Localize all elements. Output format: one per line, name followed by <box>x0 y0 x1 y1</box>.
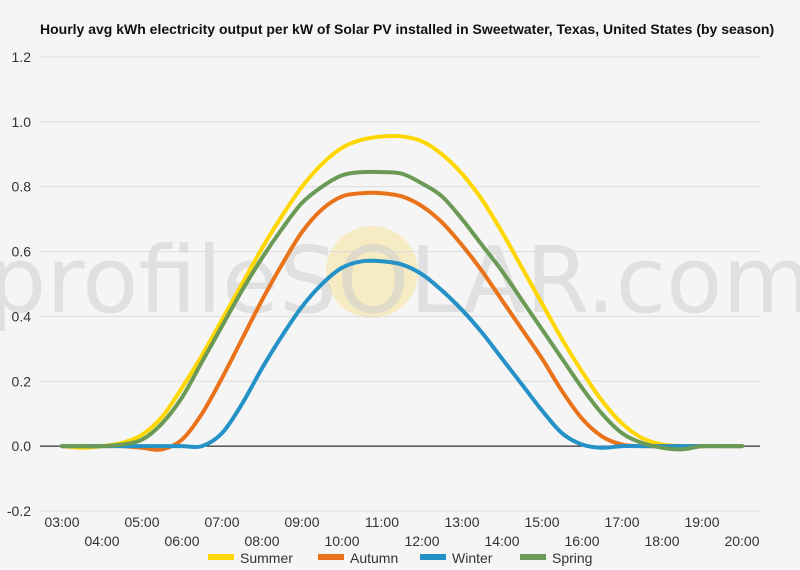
y-tick-label: 1.0 <box>12 114 32 130</box>
x-tick-label: 18:00 <box>644 533 679 549</box>
watermark: profileSOLAR.com <box>0 226 800 334</box>
y-axis-ticks: -0.2 0.0 0.2 0.4 0.6 0.8 1.0 1.2 <box>7 49 31 519</box>
y-tick-label: 0.4 <box>12 308 32 324</box>
legend-swatch-autumn <box>318 554 344 560</box>
x-tick-label: 20:00 <box>724 533 759 549</box>
x-tick-label: 08:00 <box>244 533 279 549</box>
chart-title: Hourly avg kWh electricity output per kW… <box>40 21 774 37</box>
x-tick-label: 05:00 <box>124 514 159 530</box>
legend-label-autumn: Autumn <box>350 550 398 566</box>
x-tick-label: 10:00 <box>324 533 359 549</box>
legend-label-summer: Summer <box>240 550 293 566</box>
legend-label-winter: Winter <box>452 550 493 566</box>
y-tick-label: 0.0 <box>12 438 32 454</box>
y-tick-label: 0.6 <box>12 244 32 260</box>
x-tick-label: 07:00 <box>204 514 239 530</box>
series-line-summer <box>60 133 744 450</box>
series-line-spring <box>60 169 744 452</box>
y-tick-label: -0.2 <box>7 503 31 519</box>
legend: Summer Autumn Winter Spring <box>208 550 592 566</box>
y-tick-label: 1.2 <box>12 49 32 65</box>
series-line-winter <box>60 258 744 450</box>
watermark-sun-icon <box>326 226 418 318</box>
y-tick-label: 0.2 <box>12 373 32 389</box>
x-tick-label: 04:00 <box>84 533 119 549</box>
x-tick-label: 14:00 <box>484 533 519 549</box>
x-tick-label: 19:00 <box>684 514 719 530</box>
x-tick-label: 11:00 <box>365 514 399 530</box>
y-tick-label: 0.8 <box>12 179 32 195</box>
legend-swatch-summer <box>208 554 234 560</box>
legend-swatch-winter <box>420 554 446 560</box>
grid <box>40 56 760 512</box>
x-tick-label: 16:00 <box>564 533 599 549</box>
x-tick-label: 09:00 <box>284 514 319 530</box>
x-tick-label: 06:00 <box>164 533 199 549</box>
x-tick-label: 03:00 <box>44 514 79 530</box>
legend-swatch-spring <box>520 554 546 560</box>
x-axis-ticks: 03:00 04:00 05:00 06:00 07:00 08:00 09:00 10:00… <box>44 514 759 549</box>
watermark-text: profileSOLAR.com <box>0 227 800 334</box>
series-lines <box>60 133 744 452</box>
x-tick-label: 12:00 <box>404 533 439 549</box>
legend-label-spring: Spring <box>552 550 592 566</box>
x-tick-label: 13:00 <box>444 514 479 530</box>
x-tick-label: 17:00 <box>604 514 639 530</box>
x-tick-label: 15:00 <box>524 514 559 530</box>
